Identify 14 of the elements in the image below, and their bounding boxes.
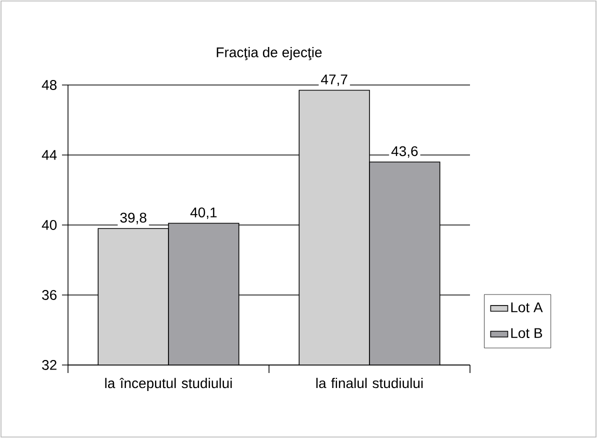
legend-label: Lot B bbox=[511, 328, 542, 338]
y-tick-label: 36 bbox=[42, 290, 57, 300]
chart-title: Fracţia de ejecţie bbox=[216, 47, 322, 60]
x-tick-label: la finalul studiului bbox=[316, 378, 423, 388]
data-label: 39,8 bbox=[120, 212, 146, 224]
y-tick-label: 32 bbox=[42, 360, 56, 370]
data-label: 40,1 bbox=[190, 207, 217, 220]
y-tick-label: 40 bbox=[42, 220, 57, 230]
y-tick-label: 44 bbox=[42, 150, 57, 160]
data-label: 47,7 bbox=[321, 74, 348, 86]
x-tick-label: la începutul studiului bbox=[105, 378, 232, 391]
y-tick-label: 48 bbox=[42, 80, 57, 90]
data-label: 43,6 bbox=[391, 146, 418, 158]
legend-label: Lot A bbox=[511, 302, 543, 312]
